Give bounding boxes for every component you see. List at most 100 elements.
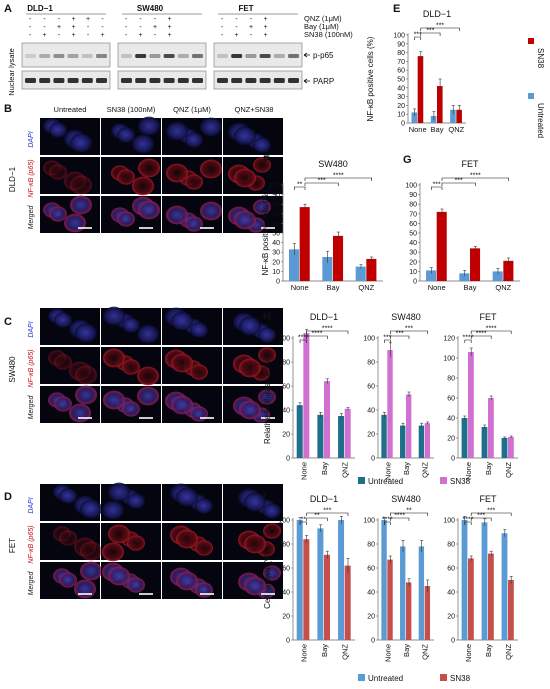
column-header: QNZ (1μM) — [173, 105, 211, 114]
condition-sign: + — [153, 24, 157, 31]
y-tick-label: 0 — [451, 638, 455, 645]
significance-label: **** — [312, 331, 323, 338]
cell-line-label: DLD−1 — [8, 166, 17, 192]
band-parp — [273, 78, 285, 83]
bar — [501, 533, 508, 640]
band-parp — [163, 78, 175, 83]
bar — [437, 86, 443, 123]
y-tick-label: 60 — [282, 566, 290, 573]
y-tick-label: 20 — [367, 614, 375, 621]
condition-label: SN38 (100nM) — [304, 30, 353, 39]
blot-p65 — [21, 42, 111, 68]
significance-bracket — [306, 512, 349, 516]
bar — [468, 558, 474, 640]
cell — [200, 159, 222, 179]
band-p65 — [81, 54, 93, 58]
chart-h1: DLD−1 0 20 40 60 80 100 Relative luciferase act… — [263, 312, 355, 480]
significance-label: **** — [476, 331, 487, 338]
bar — [426, 270, 437, 281]
y-tick-label: 0 — [371, 638, 375, 645]
x-tick-label: QNZ — [341, 462, 350, 478]
band-parp — [121, 78, 132, 83]
significance-label: *** — [405, 326, 413, 333]
bar — [456, 109, 462, 123]
legend-swatch-untreated — [358, 477, 365, 484]
band-p65 — [121, 54, 132, 58]
bar — [289, 249, 300, 281]
cell — [258, 347, 276, 363]
cell — [137, 324, 159, 344]
significance-label: ** — [297, 182, 303, 189]
band-parp — [177, 78, 189, 83]
nuclear-lysate-label: Nuclear lysate — [7, 48, 16, 96]
cell — [258, 327, 276, 343]
y-tick-label: 100 — [363, 518, 375, 525]
cell — [132, 176, 154, 196]
significance-bracket — [384, 521, 391, 525]
y-tick-label: 100 — [443, 356, 455, 363]
y-tick-label: 100 — [393, 33, 405, 40]
significance-label: **** — [382, 517, 393, 524]
panel-label-d: D — [4, 491, 12, 503]
panel-label-g: G — [403, 154, 412, 166]
y-tick-label: 60 — [447, 566, 455, 573]
y-tick-label: 80 — [447, 542, 455, 549]
row-label: Merged — [28, 205, 35, 230]
x-tick-label: None — [464, 462, 473, 480]
y-tick-label: 90 — [409, 192, 417, 199]
y-tick-label: 20 — [397, 103, 405, 110]
x-tick-label: QNZ — [504, 462, 513, 478]
cell — [190, 322, 208, 338]
significance-bracket — [299, 339, 307, 343]
bar — [461, 418, 468, 458]
condition-sign: - — [250, 32, 253, 39]
chart-title: SW480 — [391, 494, 421, 504]
band-parp — [67, 78, 79, 83]
cell — [171, 395, 193, 415]
bar — [338, 520, 345, 640]
significance-bracket — [390, 517, 410, 521]
legend-sn38: SN38 — [450, 674, 471, 683]
band-p65 — [192, 54, 203, 58]
y-tick-label: 80 — [447, 376, 455, 383]
band-p65 — [135, 54, 147, 58]
significance-label: **** — [470, 173, 481, 180]
bar — [418, 425, 425, 458]
x-tick-label: Bay — [327, 283, 340, 292]
row-label: Merged — [28, 571, 35, 596]
condition-sign: - — [139, 16, 142, 23]
band-p65 — [177, 54, 189, 58]
cell — [54, 396, 72, 412]
column-header: SN38 (100nM) — [107, 105, 156, 114]
condition-sign: - — [125, 24, 128, 31]
bar — [450, 109, 456, 123]
y-axis-label: Relative luciferase activity — [263, 352, 272, 444]
y-tick-label: 40 — [282, 408, 290, 415]
band-p65 — [96, 54, 107, 58]
significance-label: **** — [394, 513, 405, 520]
significance-bracket — [464, 339, 472, 343]
row-label: DAPI — [28, 321, 35, 337]
y-tick-label: 0 — [286, 638, 290, 645]
significance-label: **** — [463, 517, 474, 524]
cell — [239, 358, 261, 378]
bar — [488, 398, 494, 458]
condition-sign: - — [125, 16, 128, 23]
bar — [436, 211, 447, 281]
cell — [49, 206, 67, 222]
condition-sign: - — [29, 16, 32, 23]
y-tick-label: 90 — [272, 192, 280, 199]
bar — [424, 423, 431, 458]
cell — [127, 493, 145, 509]
cell — [190, 406, 208, 422]
cell — [108, 482, 130, 502]
blot-parp — [117, 70, 207, 90]
y-tick-label: 0 — [286, 456, 290, 463]
bar — [424, 586, 431, 640]
cell — [195, 498, 213, 514]
cell — [258, 389, 276, 405]
